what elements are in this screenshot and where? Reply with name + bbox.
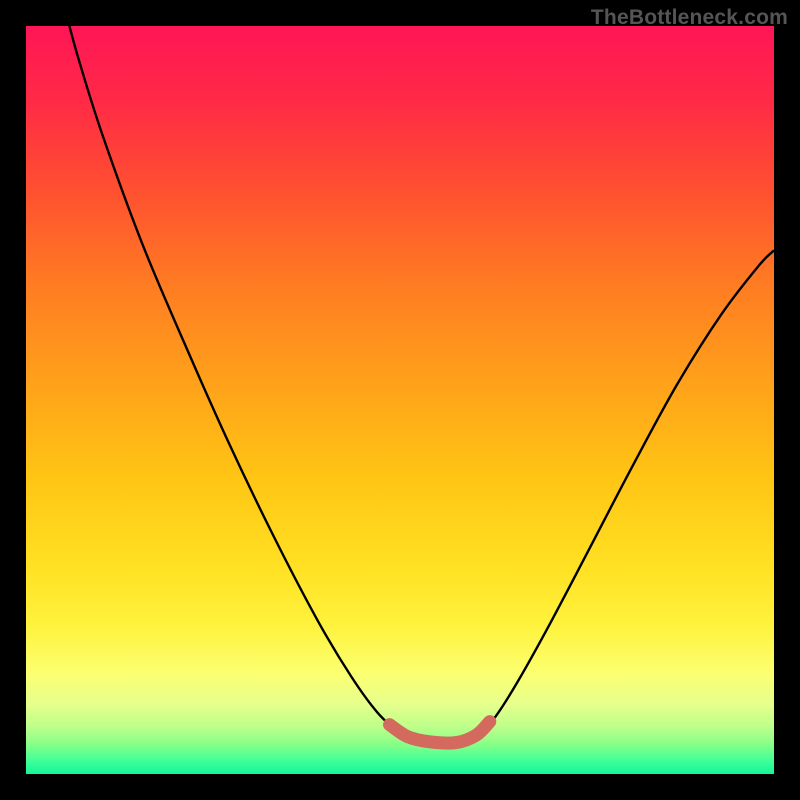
bottleneck-chart: TheBottleneck.com [0, 0, 800, 800]
plot-background [26, 26, 774, 774]
chart-svg [0, 0, 800, 800]
watermark-text: TheBottleneck.com [591, 6, 788, 30]
